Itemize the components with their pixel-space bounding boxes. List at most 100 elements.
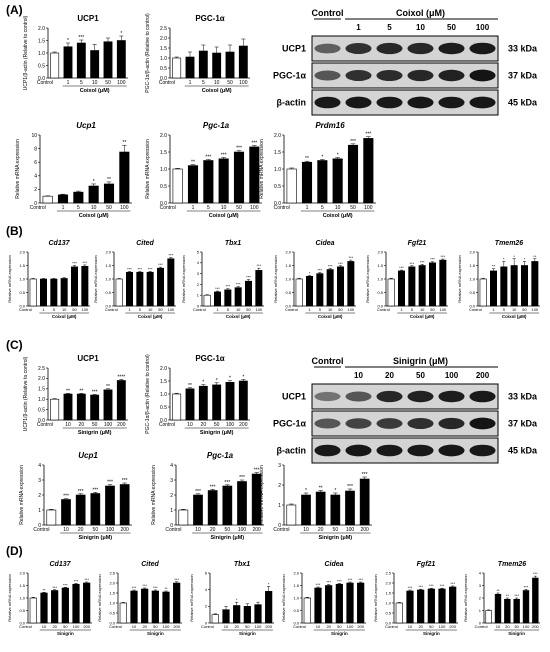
y-tick-label: 2 — [38, 493, 41, 499]
bar-1 — [301, 161, 313, 204]
bar-10 — [314, 587, 322, 624]
significance-mark: *** — [348, 255, 353, 260]
bar-100 — [238, 45, 248, 79]
blot-strip — [311, 35, 499, 62]
x-tick-label: 100 — [239, 80, 248, 86]
x-tick-label: 10 — [214, 80, 220, 86]
x-tick-label: 100 — [167, 307, 174, 312]
significance-mark: * — [503, 256, 505, 261]
bar-chart-15: Prdm160123Relative mRNA expressionContro… — [259, 451, 372, 541]
y-axis-label: Relative mRNA expression — [19, 465, 25, 525]
x-tick-label: 100 — [106, 527, 115, 533]
x-axis-label: Coixol (μM) — [318, 314, 343, 319]
panel-label-a: (A) — [6, 3, 23, 17]
y-tick-label: 2.5 — [38, 366, 45, 372]
bar-chart-9: Fgf21 0.0 0.5 1.0 1.5 2.0 Relative mRNA expres… — [365, 240, 448, 319]
significance-mark: *** — [418, 584, 423, 589]
bar-50 — [513, 598, 520, 624]
bar-10 — [63, 393, 73, 421]
bar-Control — [50, 398, 60, 421]
bar-1 — [125, 271, 134, 307]
bar-chart-7: Tbx1 0 1 2 3 4 5 Relative mRNA expression Contro… — [181, 240, 264, 319]
bar-5 — [198, 50, 208, 79]
significance-mark: *** — [338, 261, 343, 266]
x-tick-label: 100 — [439, 307, 446, 312]
blot-band — [314, 96, 341, 109]
significance-mark: ** — [188, 383, 192, 389]
bar-Control — [172, 393, 182, 421]
x-tick-label: 20 — [418, 624, 423, 629]
y-axis-label: Relative mRNA expression — [151, 465, 157, 525]
bar-50 — [427, 588, 435, 624]
bar-20 — [198, 385, 208, 421]
blot-dose-label: 1 — [356, 23, 361, 32]
significance-mark: * — [309, 270, 311, 275]
y-tick-label: 1.0 — [38, 397, 45, 403]
bar-chart-17: Cited 0.0 0.5 1.0 1.5 2.0 2.5 Relative mRNA exp… — [97, 561, 182, 636]
x-tick-label: 10 — [65, 422, 71, 428]
chart-title: Pgc-1a — [203, 121, 230, 130]
y-tick-label: 8 — [34, 146, 37, 152]
x-tick-label: Control — [159, 422, 175, 428]
bar-Control — [29, 597, 37, 624]
x-axis-label: Coixol (μM) — [410, 314, 435, 319]
y-axis-label: Relative mRNA expression — [93, 255, 98, 303]
bar-5 — [73, 191, 84, 204]
blot-kda-label: 37 kDa — [508, 419, 538, 429]
y-tick-label: 2 — [205, 604, 208, 609]
bar-100 — [81, 266, 89, 307]
charts-layer: UCP1 0.0 0.5 1.0 1.5 2.0 UCP1/β-actin (Relativ… — [7, 13, 540, 636]
significance-mark: * — [321, 154, 323, 160]
bar-Control — [485, 610, 492, 624]
y-tick-label: 0.0 — [38, 76, 45, 82]
y-tick-label: 2.0 — [160, 133, 167, 139]
x-tick-label: Control — [19, 624, 32, 629]
x-tick-label: Control — [105, 307, 118, 312]
y-tick-label: 2 — [34, 187, 37, 193]
x-tick-label: 50 — [350, 205, 356, 211]
bar-Control — [172, 57, 182, 79]
y-axis-label: Relative mRNA expression — [463, 574, 468, 622]
significance-mark: *** — [63, 494, 69, 500]
y-tick-label: 2.0 — [469, 249, 475, 254]
bar-Control — [29, 278, 37, 307]
x-tick-label: 1 — [400, 307, 403, 312]
x-tick-label: 200 — [83, 624, 90, 629]
x-tick-label: 10 — [328, 307, 333, 312]
blot-band — [438, 444, 465, 457]
blot-strip — [311, 62, 499, 89]
y-axis-label: PGC-1α/β-actin (Relative to control) — [145, 354, 151, 434]
y-tick-label: 0.0 — [377, 303, 383, 308]
significance-mark: *** — [348, 577, 353, 582]
x-tick-label: 20 — [52, 624, 57, 629]
x-tick-label: 50 — [106, 205, 112, 211]
bar-200 — [532, 577, 539, 624]
y-tick-label: 0.0 — [109, 620, 115, 625]
x-tick-label: 50 — [72, 307, 77, 312]
x-axis-label: Sinigrin (μM) — [319, 535, 353, 541]
x-tick-label: 50 — [245, 624, 250, 629]
blot-kda-label: 33 kDa — [508, 392, 538, 402]
bar-chart-8: Cidea 0.0 0.5 1.0 1.5 2.0 Relative mRNA expres… — [273, 240, 356, 319]
y-tick-label: 1.0 — [109, 600, 115, 605]
x-tick-label: Control — [193, 307, 206, 312]
significance-mark: * — [268, 581, 270, 586]
x-tick-label: 10 — [148, 307, 153, 312]
significance-mark: * — [229, 376, 231, 382]
y-tick-label: 1.0 — [274, 167, 281, 173]
x-tick-label: 10 — [303, 527, 309, 533]
blot-band — [438, 69, 465, 82]
y-tick-label: 4 — [479, 570, 482, 575]
x-tick-label: 20 — [142, 624, 147, 629]
bar-50 — [90, 394, 100, 421]
x-tick-label: 20 — [318, 527, 324, 533]
x-axis-label: Coixol (μM) — [226, 314, 251, 319]
x-tick-label: Control — [285, 307, 298, 312]
significance-mark: ** — [66, 388, 70, 394]
y-tick-label: 0.5 — [160, 184, 167, 190]
bar-50 — [212, 384, 222, 421]
x-tick-label: 200 — [173, 624, 180, 629]
x-axis-label: Sinigrin (μM) — [200, 430, 234, 436]
x-tick-label: 1 — [192, 205, 195, 211]
